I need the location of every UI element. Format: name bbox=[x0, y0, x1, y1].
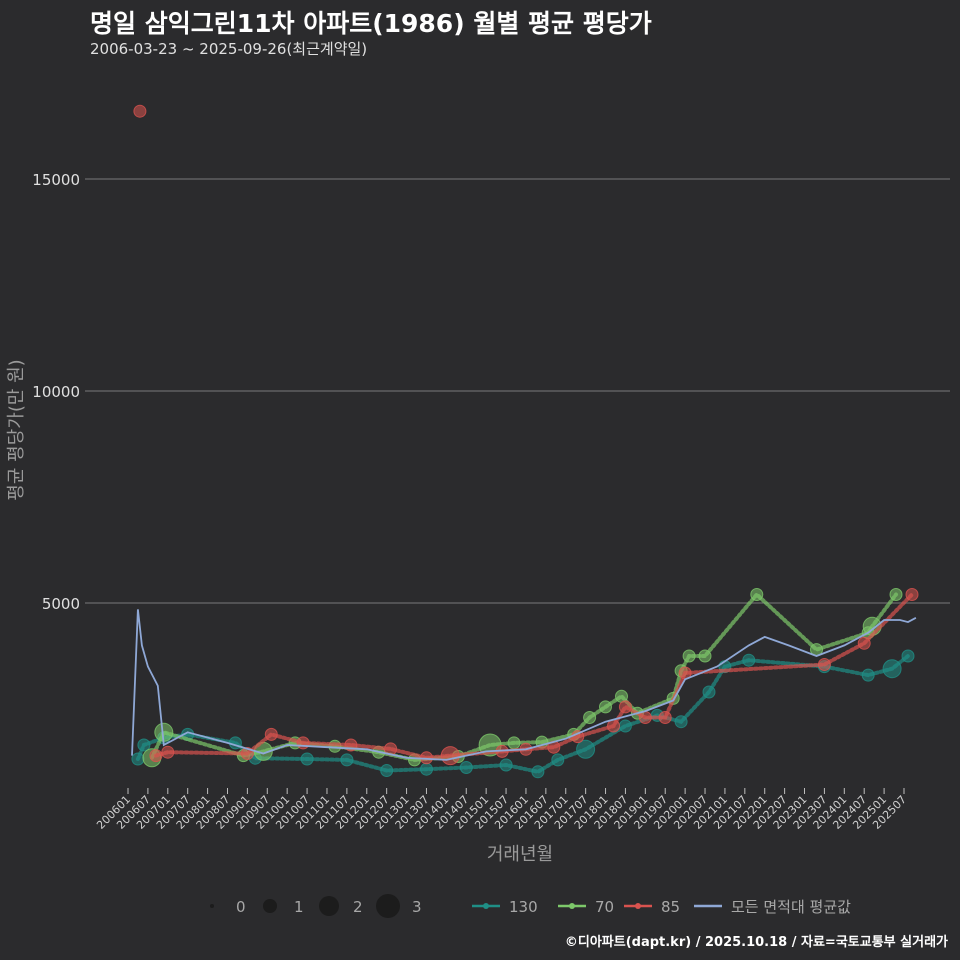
y-axis-title: 평균 평당가(만 원) bbox=[6, 359, 27, 500]
data-point-70 bbox=[750, 588, 764, 601]
legend-series-dot bbox=[635, 903, 641, 909]
data-point-85 bbox=[149, 749, 163, 763]
data-point-85 bbox=[857, 636, 871, 650]
data-point-85 bbox=[817, 658, 831, 671]
legend-series-dot bbox=[483, 903, 489, 909]
legend-series-label: 85 bbox=[661, 898, 680, 916]
legend-size-label: 0 bbox=[236, 898, 246, 916]
data-point-85 bbox=[618, 700, 632, 714]
data-point-130 bbox=[459, 761, 473, 774]
data-point-130 bbox=[618, 719, 632, 733]
data-point-70 bbox=[507, 736, 521, 750]
legend-size-marker bbox=[210, 904, 214, 908]
data-point-130 bbox=[576, 739, 596, 759]
data-point-85 bbox=[296, 736, 310, 750]
data-point-70 bbox=[698, 649, 712, 663]
data-point-130 bbox=[742, 653, 756, 667]
chart-subtitle: 2006-03-23 ~ 2025-09-26(최근계약일) bbox=[90, 40, 368, 58]
data-point-85 bbox=[440, 746, 460, 766]
legend-series-dot bbox=[569, 903, 575, 909]
legend-size-label: 3 bbox=[412, 898, 422, 916]
average-line bbox=[131, 609, 917, 761]
data-point-130 bbox=[137, 738, 151, 752]
data-point-85 bbox=[264, 727, 278, 741]
data-point-70 bbox=[889, 588, 903, 601]
data-point-130 bbox=[551, 753, 565, 767]
data-point-130 bbox=[380, 764, 394, 777]
data-point-130 bbox=[300, 752, 314, 766]
data-point-85 bbox=[133, 104, 147, 118]
data-point-130 bbox=[674, 715, 688, 729]
data-point-130 bbox=[882, 659, 902, 679]
legend-size-marker bbox=[263, 899, 277, 913]
data-point-130 bbox=[861, 668, 875, 682]
legend-series-label: 70 bbox=[595, 898, 614, 916]
data-point-70 bbox=[682, 649, 696, 663]
data-point-130 bbox=[901, 649, 915, 663]
y-tick-label: 5000 bbox=[42, 595, 80, 613]
legend-size-marker bbox=[319, 896, 339, 916]
data-point-85 bbox=[905, 588, 919, 601]
data-point-85 bbox=[607, 719, 620, 733]
data-point-85 bbox=[638, 711, 652, 724]
source-caption: ©디아파트(dapt.kr) / 2025.10.18 / 자료=국토교통부 실… bbox=[564, 935, 948, 950]
legend-series-label: 모든 면적대 평균값 bbox=[731, 898, 851, 916]
legend-size-label: 1 bbox=[294, 898, 304, 916]
data-point-130 bbox=[340, 753, 354, 767]
legend-size-label: 2 bbox=[353, 898, 363, 916]
data-point-70 bbox=[599, 700, 612, 714]
data-point-130 bbox=[702, 685, 716, 699]
data-point-130 bbox=[499, 758, 513, 772]
legend-series-label: 130 bbox=[509, 898, 538, 916]
data-point-130 bbox=[131, 752, 145, 766]
y-tick-label: 15000 bbox=[32, 171, 80, 189]
data-point-85 bbox=[161, 745, 175, 759]
data-point-130 bbox=[420, 762, 433, 776]
data-point-85 bbox=[658, 711, 672, 724]
x-axis-title: 거래년월 bbox=[487, 844, 553, 865]
legend-size-marker bbox=[376, 894, 400, 918]
data-point-70 bbox=[583, 711, 597, 724]
chart-title: 명일 삼익그린11차 아파트(1986) 월별 평균 평당가 bbox=[90, 9, 652, 38]
data-point-130 bbox=[531, 765, 545, 779]
series-line-70 bbox=[149, 591, 898, 762]
y-tick-label: 10000 bbox=[32, 383, 80, 401]
